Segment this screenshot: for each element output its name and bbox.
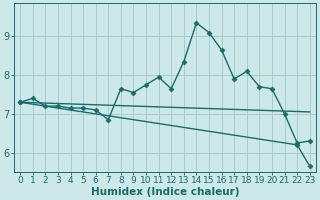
X-axis label: Humidex (Indice chaleur): Humidex (Indice chaleur) [91, 187, 239, 197]
